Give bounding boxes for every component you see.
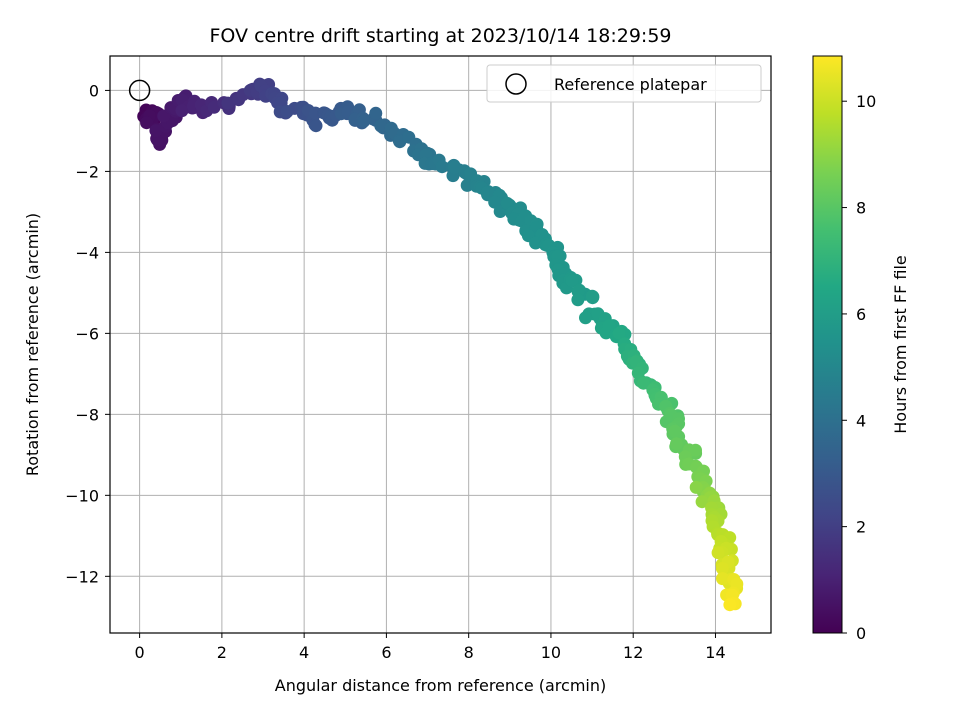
x-tick-label: 12 [623,643,643,662]
data-point [357,114,371,128]
data-point [602,319,616,333]
data-point [711,546,725,560]
data-point [374,119,388,133]
y-tick-label: −10 [65,486,99,505]
colorbar-tick-label: 6 [856,305,866,324]
reference-marker [128,79,151,102]
data-point [715,562,729,575]
x-tick-label: 6 [381,643,391,662]
data-points [137,77,744,612]
data-point [221,96,235,110]
data-point [585,289,599,303]
y-tick-label: −8 [75,405,99,424]
colorbar-tick-label: 4 [856,411,866,430]
data-point [670,437,683,451]
x-tick-label: 4 [299,643,309,662]
x-tick-label: 0 [135,643,145,662]
data-point [280,105,294,118]
data-point [695,495,709,509]
legend-label-reference: Reference platepar [554,75,707,94]
data-point [529,236,543,250]
y-tick-label: −2 [75,162,99,181]
data-point [207,100,221,114]
data-point [689,443,702,457]
data-point [612,326,626,340]
y-axis-label: Rotation from reference (arcmin) [23,213,42,476]
colorbar-gradient [812,55,843,634]
legend: Reference platepar [486,64,762,103]
y-tick-label: −6 [75,324,99,343]
colorbar-tick-label: 8 [856,199,866,218]
data-point [668,424,682,438]
y-axis-ticks: 0 −2 −4 −6 −8 −10 −12 [65,81,110,586]
data-point [149,124,163,138]
data-point [309,119,323,133]
legend-box [486,64,762,103]
x-tick-label: 10 [541,643,561,662]
colorbar-ticks: 0 2 4 6 8 10 [842,92,876,643]
plot-frame [109,55,772,634]
y-tick-label: −4 [75,243,99,262]
data-point [723,598,737,612]
data-point [571,293,585,307]
grid-lines [110,56,771,633]
legend-marker-reference [505,73,527,95]
data-point [636,376,650,390]
colorbar-tick-label: 10 [856,92,876,111]
y-tick-label: 0 [89,81,99,100]
x-tick-label: 14 [705,643,725,662]
chart-title: FOV centre drift starting at 2023/10/14 … [209,25,671,47]
colorbar-tick-label: 2 [856,518,866,537]
x-tick-label: 2 [217,643,227,662]
data-point [565,274,579,288]
data-point [435,160,449,174]
data-point [369,106,383,120]
data-point [716,572,729,586]
colorbar-label: Hours from first FF file [891,255,910,434]
colorbar: 0 2 4 6 8 10 Hours from first FF file [812,55,910,643]
x-tick-label: 8 [464,643,474,662]
y-tick-label: −12 [65,567,99,586]
data-point [579,311,592,325]
data-point [140,116,154,130]
colorbar-tick-label: 0 [856,624,866,643]
x-axis-ticks: 0 2 4 6 8 10 12 14 [135,633,726,662]
data-point [175,104,189,118]
data-point [689,480,703,494]
x-axis-label: Angular distance from reference (arcmin) [275,676,606,695]
